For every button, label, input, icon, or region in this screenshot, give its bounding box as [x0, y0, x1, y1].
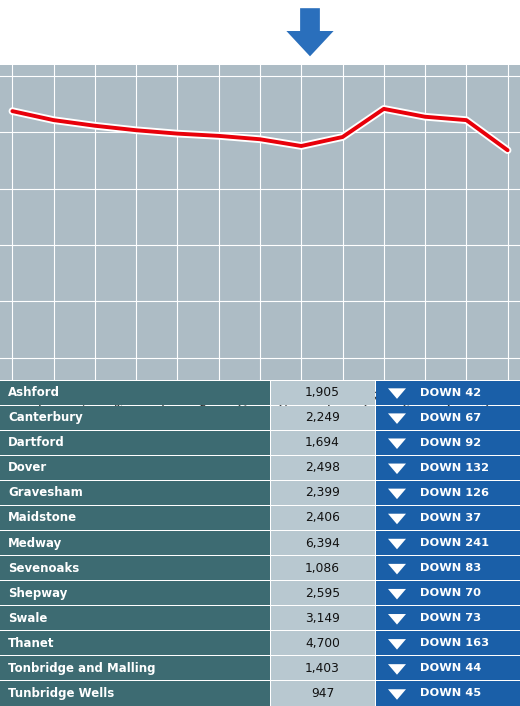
Bar — [270, 581, 374, 605]
Bar — [375, 456, 519, 480]
Bar — [0, 481, 270, 505]
Polygon shape — [388, 414, 406, 424]
Text: 3,149: 3,149 — [305, 611, 340, 625]
Text: Tonbridge and Malling: Tonbridge and Malling — [8, 662, 155, 675]
Polygon shape — [388, 438, 406, 449]
Bar — [270, 606, 374, 630]
Bar — [0, 506, 270, 530]
Polygon shape — [388, 589, 406, 599]
Text: 2,399: 2,399 — [305, 486, 340, 499]
Bar — [375, 481, 519, 505]
Bar — [375, 531, 519, 555]
Bar — [0, 456, 270, 480]
Text: DOWN 67: DOWN 67 — [420, 412, 481, 423]
Polygon shape — [388, 514, 406, 525]
Text: Ashford: Ashford — [8, 386, 60, 399]
Bar — [0, 581, 270, 605]
Bar — [375, 631, 519, 655]
Bar — [270, 556, 374, 580]
Bar — [375, 506, 519, 530]
Text: Maidstone: Maidstone — [8, 511, 77, 525]
Bar — [270, 631, 374, 655]
Text: Dover: Dover — [8, 461, 47, 474]
Text: 2,498: 2,498 — [305, 461, 340, 474]
Text: 1,403: 1,403 — [305, 662, 340, 675]
Polygon shape — [388, 639, 406, 650]
Text: DOWN 83: DOWN 83 — [420, 563, 481, 573]
Text: 947: 947 — [311, 687, 334, 700]
Polygon shape — [388, 614, 406, 625]
Text: Shepway: Shepway — [8, 587, 68, 599]
Bar — [375, 381, 519, 405]
Text: 1,905: 1,905 — [305, 386, 340, 399]
Text: Medway: Medway — [8, 537, 62, 549]
Text: DOWN: DOWN — [375, 8, 461, 32]
Text: Thanet: Thanet — [8, 637, 55, 650]
Bar — [375, 405, 519, 430]
Bar — [0, 681, 270, 705]
Bar — [375, 431, 519, 455]
Bar — [375, 681, 519, 705]
Polygon shape — [388, 689, 406, 700]
Bar — [375, 581, 519, 605]
Bar — [270, 405, 374, 430]
Bar — [0, 405, 270, 430]
Bar — [0, 431, 270, 455]
Text: Swale: Swale — [8, 611, 47, 625]
Bar — [375, 657, 519, 681]
Bar — [270, 381, 374, 405]
Bar — [0, 631, 270, 655]
Text: 4,700: 4,700 — [305, 637, 340, 650]
Text: 2,406: 2,406 — [305, 511, 340, 525]
Bar — [270, 657, 374, 681]
Bar — [375, 606, 519, 630]
Text: DOWN 44: DOWN 44 — [420, 664, 481, 674]
Text: MAY 2013: 33,425: MAY 2013: 33,425 — [10, 40, 207, 59]
Text: Sevenoaks: Sevenoaks — [8, 561, 79, 575]
Text: Gravesham: Gravesham — [8, 486, 83, 499]
Polygon shape — [388, 489, 406, 499]
Text: DOWN 73: DOWN 73 — [420, 614, 481, 623]
Polygon shape — [388, 664, 406, 675]
Text: DOWN 92: DOWN 92 — [420, 438, 481, 448]
Text: 6,394: 6,394 — [305, 537, 340, 549]
Bar — [270, 681, 374, 705]
Text: Dartford: Dartford — [8, 436, 65, 449]
Text: DOWN 37: DOWN 37 — [420, 513, 481, 523]
Polygon shape — [388, 564, 406, 575]
Text: DOWN 163: DOWN 163 — [420, 638, 489, 648]
Text: Canterbury: Canterbury — [8, 411, 83, 424]
Bar — [0, 531, 270, 555]
Polygon shape — [388, 464, 406, 474]
Bar — [0, 657, 270, 681]
Bar — [270, 531, 374, 555]
Text: DOWN 45: DOWN 45 — [420, 688, 481, 698]
Text: Kent/Medway unemployed: Kent/Medway unemployed — [10, 11, 223, 25]
Text: DOWN 132: DOWN 132 — [420, 462, 489, 473]
Text: 2,249: 2,249 — [305, 411, 340, 424]
Polygon shape — [388, 388, 406, 399]
Text: 1,215: 1,215 — [375, 37, 459, 64]
Polygon shape — [388, 539, 406, 549]
Bar — [270, 506, 374, 530]
Text: DOWN 70: DOWN 70 — [420, 588, 481, 598]
Text: DOWN 241: DOWN 241 — [420, 538, 489, 548]
Text: DOWN 126: DOWN 126 — [420, 488, 489, 498]
Bar — [0, 556, 270, 580]
Bar — [270, 481, 374, 505]
Text: Tunbridge Wells: Tunbridge Wells — [8, 687, 114, 700]
Text: DOWN 42: DOWN 42 — [420, 388, 481, 397]
Text: 1,694: 1,694 — [305, 436, 340, 449]
Bar — [270, 431, 374, 455]
Polygon shape — [284, 7, 336, 58]
Bar — [0, 381, 270, 405]
Bar — [0, 606, 270, 630]
Bar — [375, 556, 519, 580]
Text: 2,595: 2,595 — [305, 587, 340, 599]
Bar — [270, 456, 374, 480]
Text: 1,086: 1,086 — [305, 561, 340, 575]
